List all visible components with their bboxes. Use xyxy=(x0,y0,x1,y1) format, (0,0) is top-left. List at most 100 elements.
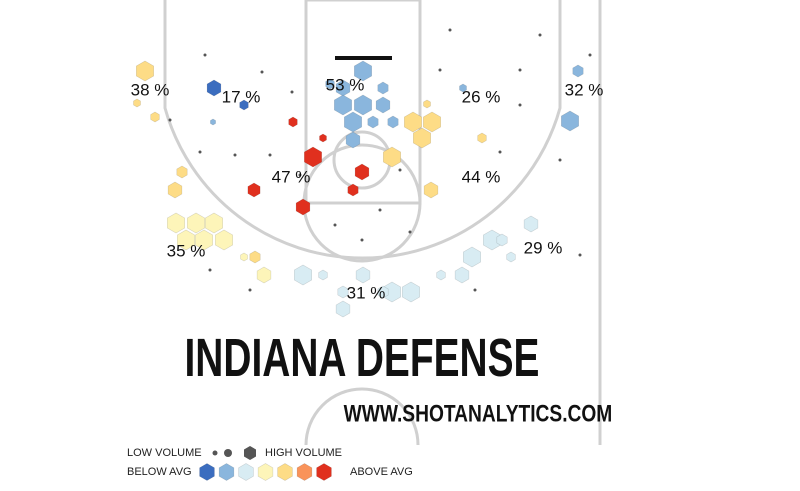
hexagon xyxy=(318,269,328,281)
hexagon xyxy=(333,94,353,116)
hexagon xyxy=(136,60,154,82)
shot-dot xyxy=(498,150,502,154)
shot-dot xyxy=(248,288,252,292)
shot-dot xyxy=(408,230,412,234)
hexagon xyxy=(335,300,351,318)
hexagon xyxy=(355,266,371,284)
hexagon xyxy=(205,212,223,234)
hexagon xyxy=(454,266,470,284)
hexagon xyxy=(523,215,539,233)
shot-dot xyxy=(198,150,202,154)
shot-dot xyxy=(360,238,364,242)
title: INDIANA DEFENSE xyxy=(185,327,540,388)
shot-dot xyxy=(298,173,302,177)
hexagon xyxy=(436,269,446,281)
hexagon xyxy=(422,111,442,133)
legend-low-volume: LOW VOLUME xyxy=(127,447,202,459)
center-circle xyxy=(304,387,420,446)
legend-high-volume: HIGH VOLUME xyxy=(265,447,342,459)
paint xyxy=(304,0,422,205)
zone-label: 26 % xyxy=(462,87,501,106)
legend: LOW VOLUME HIGH VOLUME BELOW AVG ABOVE A… xyxy=(127,446,413,481)
shot-dot xyxy=(333,223,337,227)
hexagon xyxy=(353,94,373,116)
shot-dot xyxy=(448,28,452,32)
shot-dot xyxy=(518,68,522,72)
three-point-line xyxy=(163,0,562,260)
hexagon xyxy=(239,99,249,111)
hexagon xyxy=(249,250,261,264)
hexagon xyxy=(377,81,389,95)
zone-label: 53 % xyxy=(326,75,365,94)
hexagon xyxy=(257,463,274,481)
hexagon xyxy=(177,229,195,251)
hexagon xyxy=(303,146,323,168)
zone-label: 29 % xyxy=(524,238,563,257)
hexagon xyxy=(423,181,439,199)
hexagon xyxy=(367,115,379,129)
hexagon xyxy=(238,463,254,481)
hexagon xyxy=(337,285,349,299)
hexagon xyxy=(195,229,213,251)
hexagon xyxy=(210,118,216,126)
shot-dot xyxy=(398,168,402,172)
legend-volume-dot xyxy=(212,450,218,456)
hexagon xyxy=(247,182,261,198)
shot-dot xyxy=(518,103,522,107)
hexagon xyxy=(382,146,402,168)
shot-dot xyxy=(473,288,477,292)
hexagon xyxy=(477,132,487,144)
hexagon xyxy=(295,198,311,216)
hexagon xyxy=(345,131,361,149)
hexagon xyxy=(353,60,373,82)
shot-dot xyxy=(588,53,592,57)
zone-label: 35 % xyxy=(167,241,206,260)
shot-dot xyxy=(290,90,294,94)
hexagon xyxy=(375,96,391,114)
hexagon xyxy=(387,115,399,129)
legend-above-avg: ABOVE AVG xyxy=(350,466,413,478)
hexagon xyxy=(187,212,205,234)
hexagon xyxy=(462,246,482,268)
hexagon xyxy=(199,463,215,481)
legend-below-avg: BELOW AVG xyxy=(127,466,192,478)
shot-dot xyxy=(538,33,542,37)
legend-colors xyxy=(199,463,332,481)
zone-label: 38 % xyxy=(131,80,170,99)
hexagon xyxy=(293,264,313,286)
shot-dot xyxy=(233,153,237,157)
hexagon xyxy=(560,110,580,132)
hexagon xyxy=(496,233,508,247)
shot-dot xyxy=(168,118,172,122)
hexagon xyxy=(206,79,222,97)
zone-labels: 38 % 17 % 53 % 26 % 32 % 47 % 44 % 35 % … xyxy=(131,75,604,302)
hexagon xyxy=(401,281,421,303)
hexagon xyxy=(296,463,313,481)
hexagon xyxy=(325,78,335,90)
zone-label: 44 % xyxy=(462,167,501,186)
hexagon xyxy=(133,98,141,108)
hexagon xyxy=(572,64,584,78)
zone-label: 17 % xyxy=(222,87,261,106)
shot-dot xyxy=(208,268,212,272)
hexagon xyxy=(319,133,327,143)
hexagon xyxy=(218,463,235,481)
hexagon xyxy=(412,127,432,149)
hexagon xyxy=(459,83,467,93)
hexagon xyxy=(167,212,185,234)
hexagon xyxy=(215,229,233,251)
legend-volume-hex xyxy=(244,446,256,460)
shot-dot xyxy=(578,253,582,257)
hexagon xyxy=(506,251,516,263)
shot-dot xyxy=(378,208,382,212)
shot-dot xyxy=(203,53,207,57)
hexagon xyxy=(256,266,272,284)
hexagons xyxy=(133,28,592,318)
hexagon xyxy=(354,163,370,181)
shot-dot xyxy=(558,158,562,162)
hexagon xyxy=(176,165,188,179)
hexagon xyxy=(277,463,293,481)
hexagon xyxy=(403,111,423,133)
zone-label: 47 % xyxy=(272,167,311,186)
